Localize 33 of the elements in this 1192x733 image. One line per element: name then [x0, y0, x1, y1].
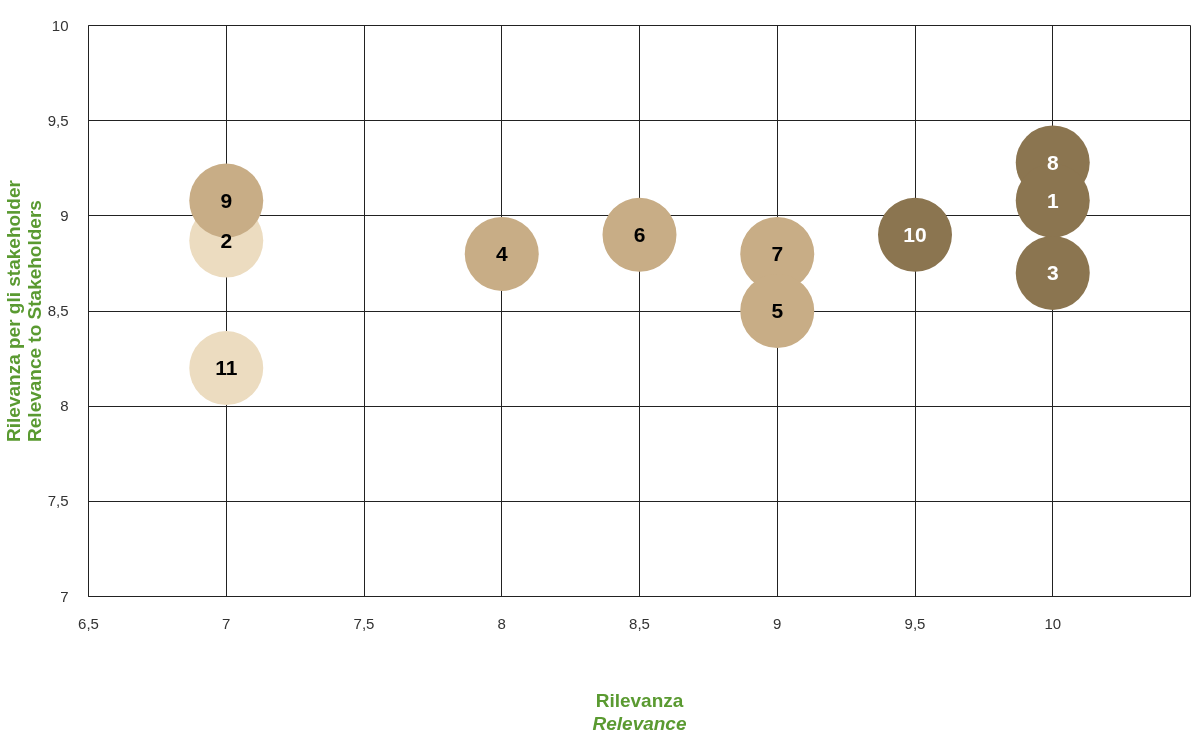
y-tick-label: 9 [60, 206, 69, 224]
y-axis-title: Rilevanza per gli stakeholder Relevance to Stakeholders [2, 179, 45, 442]
y-tick-label: 8,5 [47, 302, 69, 319]
y-tick-label: 10 [51, 16, 69, 34]
annotation: 7 [771, 241, 784, 265]
x-tick-label: 8 [497, 614, 506, 632]
y-tick-label: 9,5 [47, 111, 69, 129]
x-tick-label: 8,5 [629, 614, 650, 632]
annotation: 3 [1046, 260, 1059, 284]
point [464, 216, 539, 291]
x-tick-label: 9,5 [904, 614, 926, 632]
annotation: 4 [495, 241, 508, 265]
y-tick-label: 7 [60, 587, 69, 605]
annotation: 9 [220, 188, 233, 212]
annotation: 8 [1046, 150, 1059, 174]
annotation: 10 [903, 222, 927, 246]
annotation: 11 [215, 356, 238, 380]
x-tick-label: 7,5 [353, 614, 375, 632]
annotation: 2 [220, 228, 233, 252]
y-tick-label: 8 [60, 397, 69, 415]
x-tick-label: 6,5 [78, 614, 99, 632]
point [189, 331, 264, 406]
annotation: 5 [771, 299, 784, 322]
point [1015, 236, 1090, 310]
annotation: 1 [1046, 188, 1059, 212]
x-tick-label: 10 [1044, 614, 1062, 632]
x-tick-label: 9 [773, 614, 782, 632]
annotation: 6 [633, 222, 646, 246]
point [878, 197, 952, 272]
point [602, 197, 677, 272]
x-tick-label: 7 [222, 614, 231, 632]
y-tick-label: 7,5 [47, 492, 69, 510]
x-axis-title: Rilevanza Relevance [592, 689, 687, 733]
